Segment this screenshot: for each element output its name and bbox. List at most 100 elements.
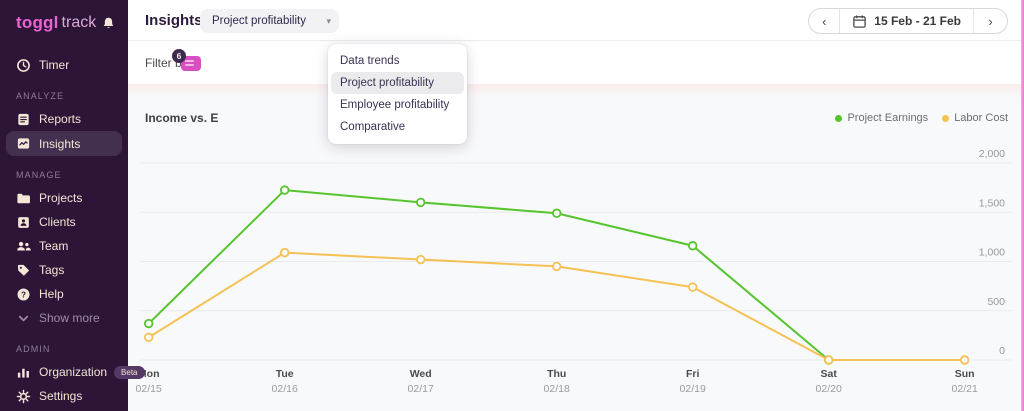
- x-tick-date: 02/21: [952, 383, 978, 395]
- client-card-icon: [16, 215, 31, 230]
- logo-toggl: toggl: [16, 13, 59, 32]
- team-icon: [16, 239, 31, 254]
- data-point-marker[interactable]: [688, 241, 698, 251]
- date-next-button[interactable]: ›: [973, 9, 1007, 33]
- y-tick-label: 0: [999, 345, 1005, 357]
- page-title: Insights: [145, 11, 203, 29]
- line-chart: 05001,0001,5002,000Mon02/15Tue02/16Wed02…: [136, 148, 1012, 395]
- sidebar-item-timer[interactable]: Timer: [0, 53, 128, 77]
- data-point-marker[interactable]: [416, 197, 426, 208]
- logo-track: track: [61, 14, 97, 31]
- chevron-down-icon: [16, 311, 31, 326]
- chart-title: Income vs. E: [145, 111, 219, 125]
- data-point-marker[interactable]: [144, 332, 154, 343]
- sidebar-item-reports[interactable]: Reports: [0, 107, 128, 131]
- y-tick-label: 1,000: [979, 247, 1005, 259]
- x-tick-date: 02/16: [272, 383, 298, 395]
- y-tick-label: 1,500: [979, 197, 1005, 209]
- sidebar-item-clients[interactable]: Clients: [0, 210, 128, 234]
- x-tick-day: Thu: [547, 368, 566, 380]
- svg-text:?: ?: [21, 290, 26, 299]
- date-prev-button[interactable]: ‹: [809, 9, 841, 33]
- help-icon: ?: [16, 287, 31, 302]
- sidebar-item-label: Show more: [39, 311, 100, 325]
- sidebar-item-organization[interactable]: Organization Beta: [0, 360, 145, 384]
- clock-icon: [16, 58, 31, 73]
- data-point-marker[interactable]: [279, 185, 290, 195]
- calendar-icon: [852, 14, 867, 29]
- menu-item-data-trends[interactable]: Data trends: [340, 55, 400, 67]
- sidebar-item-tags[interactable]: Tags: [0, 258, 128, 282]
- chevron-down-icon: ▾: [326, 15, 331, 26]
- sidebar-item-label: Settings: [39, 389, 83, 403]
- sidebar-item-projects[interactable]: Projects: [0, 186, 128, 210]
- insight-view-select[interactable]: Project profitability ▾: [200, 9, 339, 33]
- data-point-marker[interactable]: [688, 282, 698, 292]
- x-tick-day: Sat: [821, 368, 838, 380]
- sidebar-item-settings[interactable]: Settings: [0, 384, 128, 408]
- insight-view-dropdown-menu: Data trends Project profitability Employ…: [328, 44, 467, 144]
- screen-edge-highlight: [1021, 0, 1024, 411]
- sidebar-item-label: Help: [39, 287, 64, 301]
- y-tick-label: 500: [987, 296, 1005, 308]
- menu-item-project-profitability[interactable]: Project profitability: [331, 72, 464, 94]
- section-header-admin: ADMIN: [16, 344, 51, 354]
- sidebar-item-insights[interactable]: Insights: [6, 131, 122, 156]
- date-range-label: 15 Feb - 21 Feb: [874, 14, 961, 28]
- folder-icon: [16, 191, 31, 206]
- series-line-0: [147, 189, 830, 361]
- data-point-marker[interactable]: [552, 261, 562, 272]
- x-tick-date: 02/18: [544, 383, 570, 395]
- notification-bell-icon[interactable]: [101, 16, 116, 31]
- app-logo: toggl track: [0, 0, 128, 43]
- x-tick-day: Fri: [686, 368, 700, 380]
- sidebar-item-label: Organization: [39, 365, 108, 379]
- sidebar-item-label: Tags: [39, 263, 65, 277]
- data-point-marker[interactable]: [416, 254, 426, 265]
- sidebar-item-label: Projects: [39, 191, 83, 205]
- x-tick-day: Wed: [410, 368, 432, 380]
- date-range-picker: ‹ 15 Feb - 21 Feb ›: [808, 8, 1008, 34]
- x-tick-day: Tue: [276, 368, 294, 380]
- sidebar: toggl track Timer ANALYZE Reports Insigh…: [0, 0, 145, 411]
- main-area: Insights Project profitability ▾ ‹ 15 Fe…: [128, 0, 1024, 411]
- filter-count-badge: 6: [172, 49, 186, 63]
- menu-item-comparative[interactable]: Comparative: [340, 121, 406, 133]
- x-tick-date: 02/15: [136, 383, 162, 395]
- sidebar-item-team[interactable]: Team: [0, 234, 128, 258]
- legend-dot-labor: [942, 114, 950, 122]
- data-point-marker[interactable]: [552, 208, 562, 218]
- x-tick-date: 02/19: [680, 383, 706, 395]
- x-tick-day: Sun: [955, 368, 975, 380]
- data-point-marker[interactable]: [824, 355, 834, 365]
- tag-icon: [16, 263, 31, 278]
- y-tick-label: 2,000: [979, 148, 1005, 160]
- data-point-marker[interactable]: [279, 247, 290, 258]
- data-point-marker[interactable]: [144, 318, 154, 329]
- section-header-analyze: ANALYZE: [16, 91, 65, 101]
- legend-label-labor[interactable]: Labor Cost: [954, 112, 1008, 124]
- legend-dot-earnings: [835, 114, 843, 122]
- insight-view-value: Project profitability: [212, 15, 306, 27]
- legend-label-earnings[interactable]: Project Earnings: [847, 112, 929, 124]
- chevron-right-icon: ›: [988, 13, 993, 29]
- top-bar: Insights Project profitability ▾ ‹ 15 Fe…: [128, 0, 1024, 41]
- sidebar-item-show-more[interactable]: Show more: [0, 306, 128, 330]
- menu-item-employee-profitability[interactable]: Employee profitability: [340, 99, 450, 111]
- organization-icon: [16, 365, 31, 380]
- gear-icon: [16, 389, 31, 404]
- filter-chip-icon[interactable]: [181, 56, 201, 71]
- chart-legend: Project Earnings Labor Cost: [835, 112, 1008, 124]
- sidebar-item-label: Timer: [39, 58, 70, 72]
- sidebar-item-label: Clients: [39, 215, 76, 229]
- date-range-button[interactable]: 15 Feb - 21 Feb: [840, 9, 973, 33]
- reports-icon: [16, 112, 31, 127]
- sidebar-item-label: Insights: [39, 136, 81, 151]
- data-point-marker[interactable]: [960, 355, 970, 365]
- sidebar-item-label: Reports: [39, 112, 82, 126]
- filter-bar: Filter by: 6: [128, 41, 1024, 84]
- insights-icon: [16, 136, 31, 151]
- sidebar-item-help[interactable]: ? Help: [0, 282, 128, 306]
- x-tick-date: 02/17: [408, 383, 434, 395]
- x-tick-date: 02/20: [816, 383, 842, 395]
